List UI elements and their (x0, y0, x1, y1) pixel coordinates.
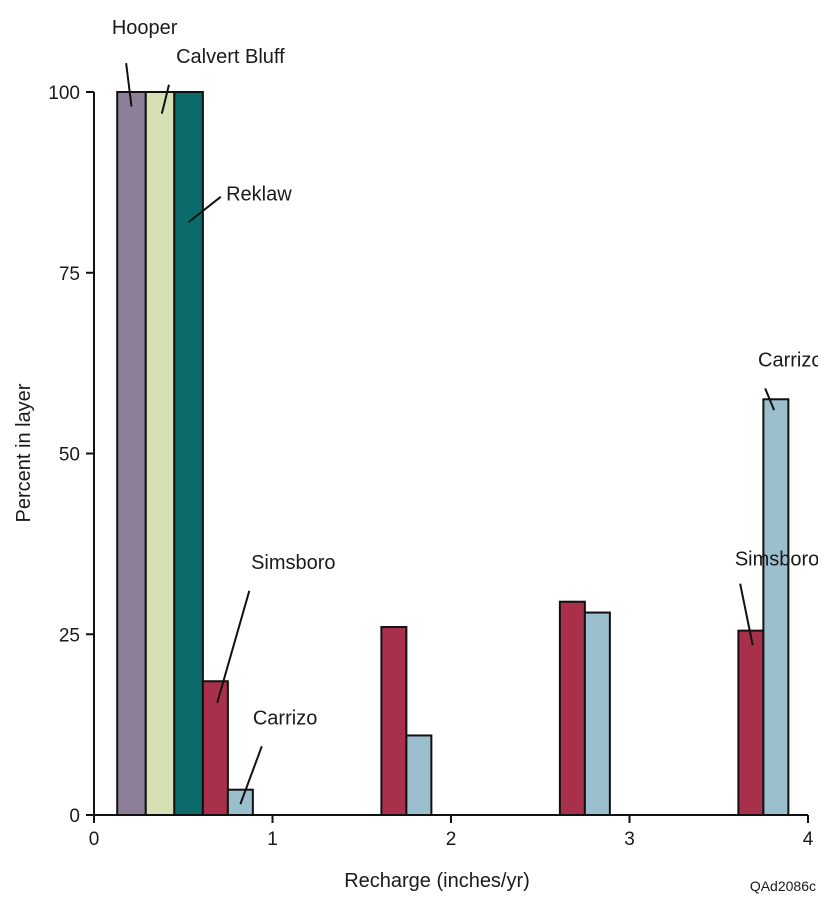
bar-simsboro-3 (201, 680, 229, 816)
bar-reklaw-2 (173, 91, 204, 816)
annotation-carrizo-4: Carrizo (253, 708, 317, 730)
annotation-simsboro-5: Simsboro (735, 549, 818, 571)
x-tick-label-1: 1 (267, 829, 278, 850)
bars (116, 91, 790, 817)
leader-line-hooper-0 (125, 62, 133, 107)
leader-line-simsboro-3 (216, 590, 251, 704)
figure-id-label: QAd2086c (750, 878, 816, 894)
x-tick-label-0: 0 (89, 829, 100, 850)
y-tick-label-25: 25 (59, 625, 80, 646)
bar-simsboro-5 (380, 626, 408, 817)
bar-calvert-bluff-1 (144, 91, 176, 816)
x-axis-title: Recharge (inches/yr) (344, 870, 530, 892)
x-tick-label-4: 4 (803, 829, 814, 850)
annotation-simsboro-3: Simsboro (251, 552, 335, 574)
bar-carrizo-8 (583, 611, 611, 816)
y-tick-label-50: 50 (59, 445, 80, 466)
annotation-leaders (125, 62, 776, 805)
y-tick-label-100: 100 (48, 83, 80, 104)
leader-line-simsboro-5 (739, 583, 754, 646)
ticks: 0 25 50 75 100 0 1 2 3 4 (48, 83, 813, 850)
y-axis-title: Percent in layer (13, 383, 35, 522)
annotation-hooper-0: Hooper (112, 17, 178, 39)
leader-line-carrizo-4 (239, 745, 263, 805)
bar-hooper-0 (116, 91, 147, 816)
bar-simsboro-9 (737, 629, 765, 817)
annotation-labels: Hooper Calvert Bluff Reklaw Simsboro Carrizo… (112, 17, 818, 729)
x-tick-label-3: 3 (624, 829, 635, 850)
bar-simsboro-7 (558, 600, 586, 817)
x-tick-label-2: 2 (446, 829, 457, 850)
leader-line-reklaw-2 (187, 196, 222, 223)
bar-carrizo-10 (762, 398, 790, 816)
annotation-carrizo-6: Carrizo (758, 350, 818, 372)
leader-line-carrizo-6 (764, 388, 776, 411)
y-tick-label-0: 0 (69, 806, 80, 827)
bar-carrizo-6 (405, 734, 433, 816)
leader-line-calvert-bluff-1 (160, 84, 170, 114)
annotation-calvert-bluff-1: Calvert Bluff (176, 46, 285, 68)
y-tick-label-75: 75 (59, 264, 80, 285)
annotation-reklaw-2: Reklaw (226, 183, 292, 205)
